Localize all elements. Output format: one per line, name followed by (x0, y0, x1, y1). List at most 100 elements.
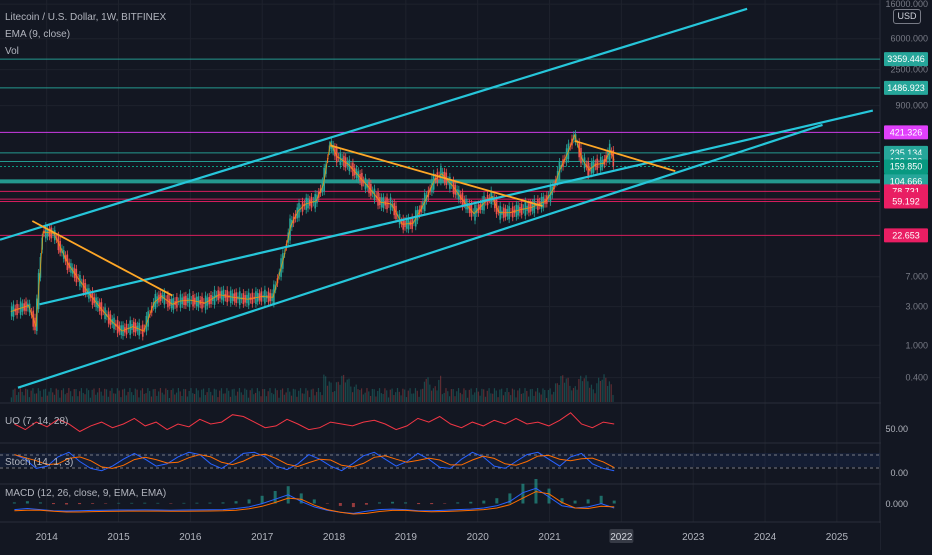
volume-bar (177, 388, 179, 402)
volume-bar (513, 389, 515, 402)
volume-bar (211, 395, 214, 402)
volume-bar (468, 389, 470, 402)
volume-bar (423, 381, 426, 402)
vol-legend[interactable]: Vol (5, 46, 19, 57)
volume-bar (290, 395, 293, 402)
volume-bar (377, 391, 379, 402)
volume-bar (134, 388, 136, 402)
macd-line (14, 487, 615, 514)
volume-bar (432, 388, 435, 402)
volume-bar (226, 388, 228, 402)
volume-bar (605, 377, 607, 402)
volume-bar (544, 389, 546, 402)
price-label-bg (884, 194, 928, 209)
volume-bar (330, 382, 332, 402)
volume-bar (86, 388, 88, 402)
currency-badge[interactable]: USD (893, 9, 921, 24)
volume-bar (477, 391, 479, 402)
volume-bar (53, 394, 56, 402)
channel-lower-line (17, 123, 823, 389)
volume-bar (307, 390, 309, 402)
time-tick-label: 2016 (179, 532, 202, 543)
volume-bar (522, 393, 524, 402)
macd-histogram-bar (612, 500, 616, 504)
volume-bar (402, 388, 404, 402)
volume-bar (35, 393, 38, 402)
macd-histogram-bar (117, 502, 121, 504)
price-label-bg (884, 52, 928, 67)
stoch-k-line (14, 451, 615, 472)
volume-bar (508, 392, 510, 402)
volume-bar (578, 378, 580, 402)
time-tick-label: 2021 (538, 532, 561, 543)
resistance-line-2014 (31, 220, 173, 297)
stoch-legend[interactable]: Stoch (14, 1, 3) (5, 457, 74, 468)
volume-bar (23, 395, 25, 402)
price-label-badge: 59.192 (884, 194, 928, 209)
macd-histogram-bar (169, 503, 173, 504)
volume-bar (73, 389, 75, 402)
volume-bar (186, 396, 188, 402)
volume-bar (229, 396, 232, 402)
volume-bar (37, 388, 39, 402)
volume-bar (341, 375, 343, 402)
volume-bar (278, 397, 280, 402)
volume-bar (502, 395, 505, 402)
volume-bar (528, 396, 530, 402)
volume-bar (589, 387, 591, 402)
price-tick-label: 16000.000 (885, 0, 928, 9)
volume-bar (558, 384, 560, 402)
macd-histogram-bar (338, 503, 342, 506)
price-axis[interactable]: 16000.000 6000.000 2500.000 900.000 7.000 3.0… (881, 0, 932, 550)
volume-bar (158, 391, 160, 402)
macd-histogram-bar (182, 502, 186, 504)
volume-bar (326, 385, 329, 402)
macd-histogram-bar (91, 503, 95, 504)
uo-legend[interactable]: UO (7, 14, 28) (5, 416, 69, 427)
volume-bar (560, 375, 562, 402)
volume-bar (143, 393, 145, 402)
volume-bar (122, 389, 124, 402)
volume-bar (75, 389, 77, 402)
volume-bar (409, 388, 411, 402)
volume-bar (323, 374, 325, 402)
volume-bar (71, 396, 74, 402)
trend-lines[interactable] (0, 7, 874, 389)
time-tick-label: 2023 (682, 532, 705, 543)
volume-bar (368, 391, 370, 402)
volume-bar (441, 394, 443, 402)
macd-histogram-bar (312, 499, 316, 504)
macd-axis-label: 0.000 (885, 499, 908, 509)
volume-bar (95, 394, 97, 402)
macd-histogram-bar (299, 493, 303, 504)
volume-bar (274, 388, 276, 402)
ema-legend[interactable]: EMA (9, close) (5, 29, 71, 40)
macd-histogram-bar (573, 500, 577, 504)
volume-bar (233, 388, 235, 402)
volume-bar (535, 391, 537, 402)
price-label-text: 235.134 (890, 148, 923, 158)
macd-histogram-bar (65, 503, 69, 505)
volume-bar (493, 388, 496, 402)
volume-bar (533, 395, 535, 402)
symbol-legend[interactable]: Litecoin / U.S. Dollar, 1W, BITFINEX (5, 12, 167, 23)
volume-bar (19, 388, 21, 402)
time-axis[interactable]: 2014 2015 2016 2017 2018 2019 2020 2021 2022 2023… (0, 523, 880, 550)
price-tick-label: 2500.000 (890, 65, 928, 75)
volume-bar (594, 393, 596, 402)
macd-legend[interactable]: MACD (12, 26, close, 9, EMA, EMA) (5, 488, 167, 499)
volume-bar (48, 391, 50, 402)
volume-bar (70, 391, 72, 402)
macd-histogram-bar (417, 503, 421, 505)
volume-bar (100, 391, 102, 402)
volume-bar (366, 388, 368, 402)
macd-histogram-bar (51, 503, 55, 505)
volume-bar (536, 388, 539, 402)
macd-histogram-bar (495, 498, 499, 504)
stoch-d-line (14, 453, 615, 469)
time-axis-bg (0, 523, 880, 550)
volume-bar (289, 391, 291, 402)
macd-histogram-bar (560, 498, 564, 504)
